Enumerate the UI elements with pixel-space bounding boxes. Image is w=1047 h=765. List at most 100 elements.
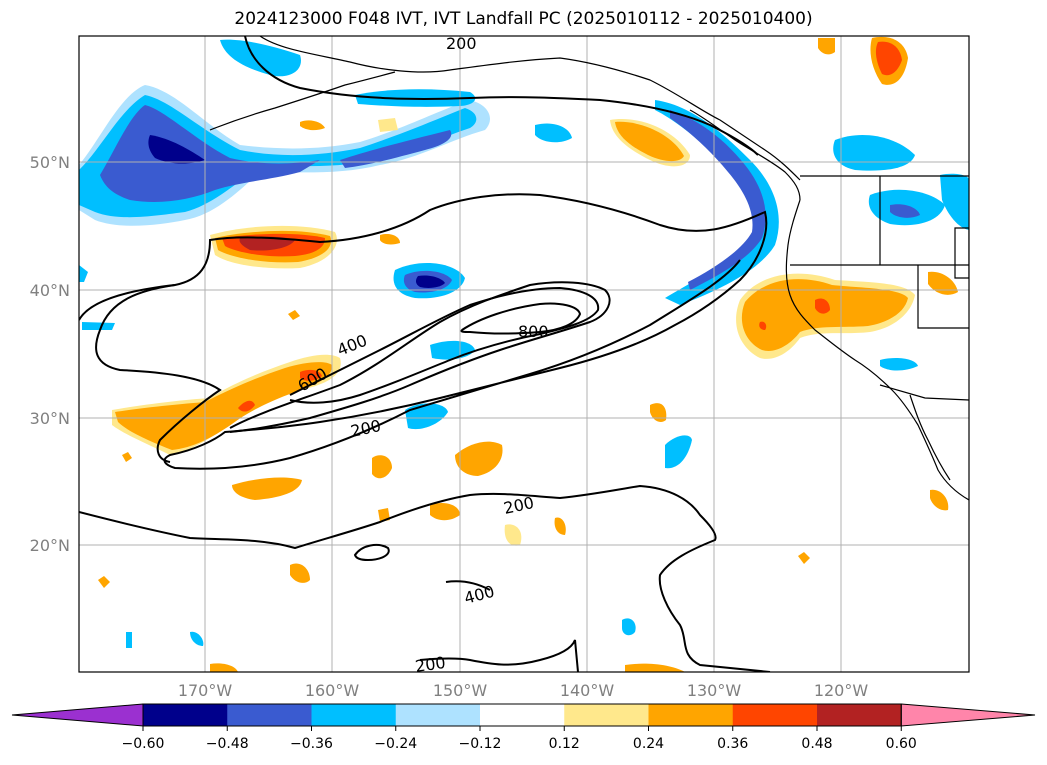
pos-blob-16 <box>98 576 110 588</box>
state-border-4 <box>954 227 969 279</box>
pos-blob-7 <box>930 489 949 511</box>
lat-label: 20°N <box>30 536 70 555</box>
pos-california-red <box>815 298 830 314</box>
pos-blob-17 <box>798 552 810 564</box>
pos-blob-18 <box>122 452 132 462</box>
colorbar-segment <box>648 704 734 726</box>
us-west-coast <box>785 199 969 501</box>
pos-blob-11 <box>928 271 958 295</box>
contour-label: 200 <box>446 34 477 53</box>
lon-label: 120°W <box>814 681 869 700</box>
mexico-border <box>879 384 969 401</box>
neg-blob-10 <box>82 322 115 330</box>
neg-blob-5 <box>665 435 692 469</box>
pos-top-1-red <box>875 41 902 76</box>
contour-200-west <box>95 284 222 463</box>
contour-800 <box>460 302 582 335</box>
pos-blob-14 <box>300 120 325 131</box>
neg-blob-2 <box>430 340 475 360</box>
colorbar-segment <box>395 704 481 726</box>
colorbar-tick-label: 0.36 <box>717 736 748 752</box>
colorbar-tick-label: 0.60 <box>886 736 917 752</box>
colorbar: −0.60 −0.48 −0.36 −0.24 −0.12 0.12 0.24 0.36 0.4… <box>11 703 1036 752</box>
lat-label: 40°N <box>30 281 70 300</box>
neg-band-coast-core <box>670 110 766 290</box>
contour-200-south <box>79 484 771 672</box>
pos-blob-5 <box>650 403 667 423</box>
neg-blob-11 <box>880 358 918 371</box>
colorbar-tick-label: −0.60 <box>122 736 165 752</box>
colorbar-segment <box>732 704 818 726</box>
neg-blob-4 <box>535 123 572 143</box>
colorbar-tick-label: −0.48 <box>206 736 249 752</box>
lon-label: 170°W <box>178 681 233 700</box>
neg-band-nw-deep <box>148 135 205 164</box>
pos-california-mid <box>741 279 908 351</box>
alaska-coast <box>259 36 801 181</box>
colorbar-tick-label: −0.36 <box>290 736 333 752</box>
neg-blob-8 <box>940 173 969 230</box>
neg-blob-9 <box>79 265 88 282</box>
neg-band-top <box>220 39 301 77</box>
baja-peninsula <box>909 394 951 481</box>
colorbar-tick-label: 0.24 <box>633 736 664 752</box>
colorbar-segment <box>564 704 649 726</box>
contour-small-1 <box>353 543 390 562</box>
pos-blob-6 <box>290 563 310 583</box>
neg-blob-7-core <box>890 204 920 218</box>
colorbar-tick-label: 0.12 <box>549 736 580 752</box>
contour-label: 200 <box>349 416 383 441</box>
colorbar-segment <box>900 703 1036 727</box>
lon-labels: 170°W 160°W 150°W 140°W 130°W 120°W <box>178 681 869 700</box>
colorbar-segment <box>817 704 902 726</box>
colorbar-segment <box>227 704 312 726</box>
colorbar-segment <box>143 704 228 726</box>
neg-blob-12 <box>622 618 636 636</box>
contour-200-north <box>244 36 759 156</box>
neg-blob-14 <box>126 632 132 648</box>
contour-200-main <box>79 193 768 470</box>
lon-label: 130°W <box>687 681 742 700</box>
aleutians <box>209 71 396 131</box>
pos-blob-10 <box>504 524 522 546</box>
contour-label: 200 <box>502 493 536 518</box>
map-frame <box>78 35 970 673</box>
contour-label: 200 <box>414 653 447 676</box>
lon-label: 140°W <box>560 681 615 700</box>
neg-blob-3 <box>405 403 448 430</box>
pos-blob-8 <box>554 517 566 535</box>
pos-blob-9 <box>378 118 398 132</box>
colorbar-tick-label: −0.12 <box>459 736 502 752</box>
pos-north-1-deep <box>239 236 295 251</box>
map-title: 2024123000 F048 IVT, IVT Landfall PC (20… <box>234 9 813 29</box>
gridlines <box>79 36 969 672</box>
colorbar-tick-label: −0.24 <box>374 736 417 752</box>
contour-label: 400 <box>334 331 369 360</box>
neg-blob-6 <box>833 135 915 171</box>
pos-band-sw-mid <box>115 362 333 450</box>
colorbar-tick-label: 0.48 <box>801 736 832 752</box>
pos-california-red-2 <box>759 321 767 330</box>
pos-blob-1 <box>455 441 503 476</box>
pos-blob-4 <box>372 455 392 479</box>
contour-label: 800 <box>518 322 549 341</box>
contour-600 <box>289 286 600 404</box>
pos-blob-15 <box>380 233 400 245</box>
colorbar-segment <box>480 704 565 726</box>
pos-blob-19 <box>288 310 300 320</box>
colorbar-segment <box>11 703 144 727</box>
pos-blob-12 <box>625 663 685 672</box>
neg-blob-1-deep <box>415 275 445 288</box>
contour-label: 400 <box>462 582 496 608</box>
state-border-3 <box>917 265 969 329</box>
pos-blob-3 <box>232 477 302 500</box>
neg-band-nw-core <box>100 105 320 202</box>
lon-label: 160°W <box>305 681 360 700</box>
pos-band-sw-red <box>238 400 255 412</box>
colorbar-outline <box>142 703 902 727</box>
shaded-fields <box>79 36 969 672</box>
contour-200-low <box>419 639 579 672</box>
coastlines <box>209 36 969 501</box>
neg-band-nw-2 <box>340 130 452 168</box>
